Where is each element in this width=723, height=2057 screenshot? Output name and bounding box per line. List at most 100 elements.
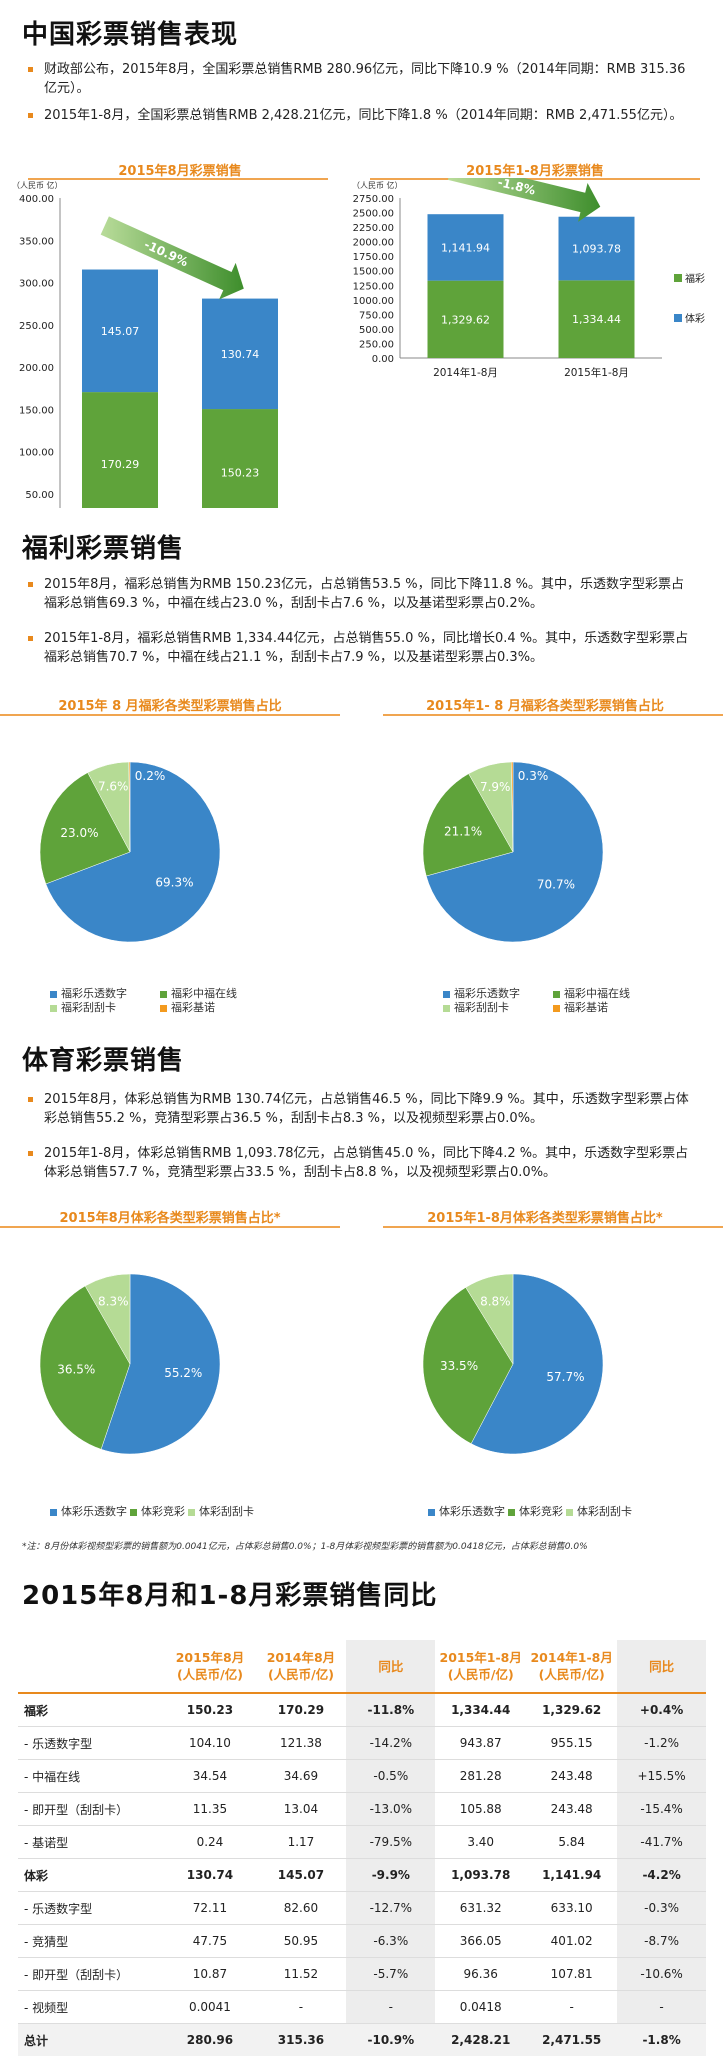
pie-chart-1-legend: 福彩乐透数字 福彩中福在线 福彩刮刮卡 福彩基诺 — [50, 985, 340, 1025]
divider — [370, 178, 700, 180]
pie-chart-4-legend: 体彩乐透数字 体彩竞彩 体彩刮刮卡 — [428, 1503, 723, 1523]
slice-label: 7.6% — [98, 780, 129, 794]
table-cell: 104.10 — [164, 1726, 256, 1760]
table-cell: -6.3% — [346, 1924, 436, 1958]
x-tick-label: 2014年1-8月 — [433, 366, 498, 379]
arrow-shape — [100, 216, 244, 300]
legend-label: 福彩中福在线 — [171, 987, 237, 1000]
table-cell: 82.60 — [255, 1891, 347, 1925]
pie-slice — [425, 761, 604, 943]
legend-label: 体彩乐透数字 — [61, 1505, 127, 1518]
table-cell: -1.8% — [617, 2023, 706, 2056]
section3-title: 体育彩票销售 — [22, 1046, 185, 1076]
table-cell: - 乐透数字型 — [18, 1891, 165, 1925]
table-cell: +15.5% — [617, 1759, 706, 1793]
table-cell: 2,428.21 — [435, 2023, 527, 2056]
bar-chart-2: （人民币 亿） 0.00 250.00 500.00 750.00 1000.00 1250… — [352, 178, 705, 379]
legend-label: 体彩刮刮卡 — [577, 1505, 632, 1518]
y-tick-label: 750.00 — [359, 310, 394, 321]
pie-slice — [45, 761, 221, 943]
section1-bullet: 财政部公布，2015年8月，全国彩票总销售RMB 280.96亿元，同比下降10… — [26, 60, 696, 98]
legend-swatch — [50, 990, 57, 998]
section2-bullet: 2015年8月，福彩总销售为RMB 150.23亿元，占总销售53.5 %，同比… — [26, 575, 696, 613]
table-cell: 170.29 — [255, 1693, 347, 1727]
legend-label: 体彩竞彩 — [519, 1505, 563, 1518]
table-cell: 130.74 — [164, 1858, 256, 1892]
arrow-shape — [447, 178, 601, 222]
section2-bullets: 2015年8月，福彩总销售为RMB 150.23亿元，占总销售53.5 %，同比… — [26, 575, 696, 675]
table-row: - 即开型（刮刮卡） 11.35 13.04 -13.0% 105.88 243.48 -1… — [18, 1792, 706, 1826]
legend-item: 体彩刮刮卡 — [566, 1503, 632, 1519]
table-cell: 105.88 — [435, 1792, 527, 1826]
pie-chart-1: 69.3% 23.0% 7.6% 0.2% — [39, 761, 221, 943]
bar-ticai — [202, 298, 278, 410]
table-row: 福彩 150.23 170.29 -11.8% 1,334.44 1,329.62 +0.4… — [18, 1693, 706, 1727]
y-axis-label: （人民币 亿） — [12, 180, 63, 190]
table-row: - 视频型 0.0041- -0.0418- - — [18, 1990, 706, 2024]
y-tick-label: 1500.00 — [353, 267, 394, 278]
table-cell: 47.75 — [164, 1924, 256, 1958]
change-label: -10.9% — [142, 237, 190, 269]
table-row: - 基诺型 0.24 1.17 -79.5% 3.40 5.84 -41.7% — [18, 1825, 706, 1859]
data-label: 1,329.62 — [441, 313, 490, 326]
bar-chart-2-title: 2015年1-8月彩票销售 — [466, 164, 604, 179]
divider — [0, 714, 340, 716]
y-tick-label: 350.00 — [19, 236, 54, 247]
table-cell: - 视频型 — [18, 1990, 165, 2024]
table-cell: -1.2% — [617, 1726, 706, 1760]
change-arrow: -1.8% — [447, 178, 601, 222]
table-cell: - 乐透数字型 — [18, 1726, 165, 1760]
bar-ticai — [82, 269, 158, 393]
table-cell: 243.48 — [526, 1792, 618, 1826]
table-cell: -14.2% — [346, 1726, 436, 1760]
legend-label: 福彩刮刮卡 — [454, 1001, 509, 1014]
table-cell: -0.3% — [617, 1891, 706, 1925]
pie-slice — [84, 1273, 131, 1365]
y-tick-label: 100.00 — [19, 448, 54, 459]
table-cell: 955.15 — [526, 1726, 618, 1760]
table-cell: -41.7% — [617, 1825, 706, 1859]
legend-item: 福彩中福在线 — [160, 985, 237, 1001]
legend-item: 体彩乐透数字 — [50, 1503, 127, 1519]
legend-item: 体彩刮刮卡 — [188, 1503, 254, 1519]
y-tick-label: 200.00 — [19, 363, 54, 374]
data-label: 1,093.78 — [572, 243, 621, 256]
table-cell: - — [526, 1990, 618, 2024]
legend-label: 福彩中福在线 — [564, 987, 630, 1000]
table-cell: -10.9% — [346, 2023, 436, 2056]
table-cell: 0.24 — [164, 1825, 256, 1859]
legend-label: 福彩基诺 — [171, 1001, 215, 1014]
legend-swatch — [160, 1004, 167, 1012]
table-cell: +0.4% — [617, 1693, 706, 1727]
table-cell: 10.87 — [164, 1957, 256, 1991]
table-cell: 281.28 — [435, 1759, 527, 1793]
table-cell: 34.54 — [164, 1759, 256, 1793]
pie-chart-2-legend: 福彩乐透数字 福彩中福在线 福彩刮刮卡 福彩基诺 — [443, 985, 723, 1025]
column-header: 同比 — [346, 1640, 436, 1694]
legend-label: 福彩 — [685, 272, 705, 285]
table-cell: 1,141.94 — [526, 1858, 618, 1892]
legend-swatch — [553, 1004, 560, 1012]
pie-chart-2: 70.7% 21.1% 7.9% 0.3% — [422, 761, 604, 943]
y-tick-label: 1250.00 — [353, 281, 394, 292]
table-cell: -0.5% — [346, 1759, 436, 1793]
legend-item: 福彩中福在线 — [553, 985, 630, 1001]
y-tick-label: 50.00 — [25, 490, 54, 501]
table-cell: 3.40 — [435, 1825, 527, 1859]
table-cell: 72.11 — [164, 1891, 256, 1925]
table-cell: -12.7% — [346, 1891, 436, 1925]
table-cell: 96.36 — [435, 1957, 527, 1991]
y-axis-label: （人民币 亿） — [352, 180, 403, 190]
table-cell: -4.2% — [617, 1858, 706, 1892]
pie-slice — [100, 1273, 221, 1455]
table-cell: - 即开型（刮刮卡） — [18, 1957, 165, 1991]
column-header: 2014年1-8月 (人民币/亿) — [526, 1640, 618, 1694]
table-cell: - 中福在线 — [18, 1759, 165, 1793]
slice-label: 55.2% — [164, 1366, 202, 1380]
column-header — [18, 1640, 165, 1694]
table-cell: 1,329.62 — [526, 1693, 618, 1727]
pie-chart-3: 55.2% 36.5% 8.3% — [39, 1273, 221, 1455]
table-cell: 280.96 — [164, 2023, 256, 2056]
table-cell: 体彩 — [18, 1858, 165, 1892]
bar-ticai — [558, 216, 635, 281]
